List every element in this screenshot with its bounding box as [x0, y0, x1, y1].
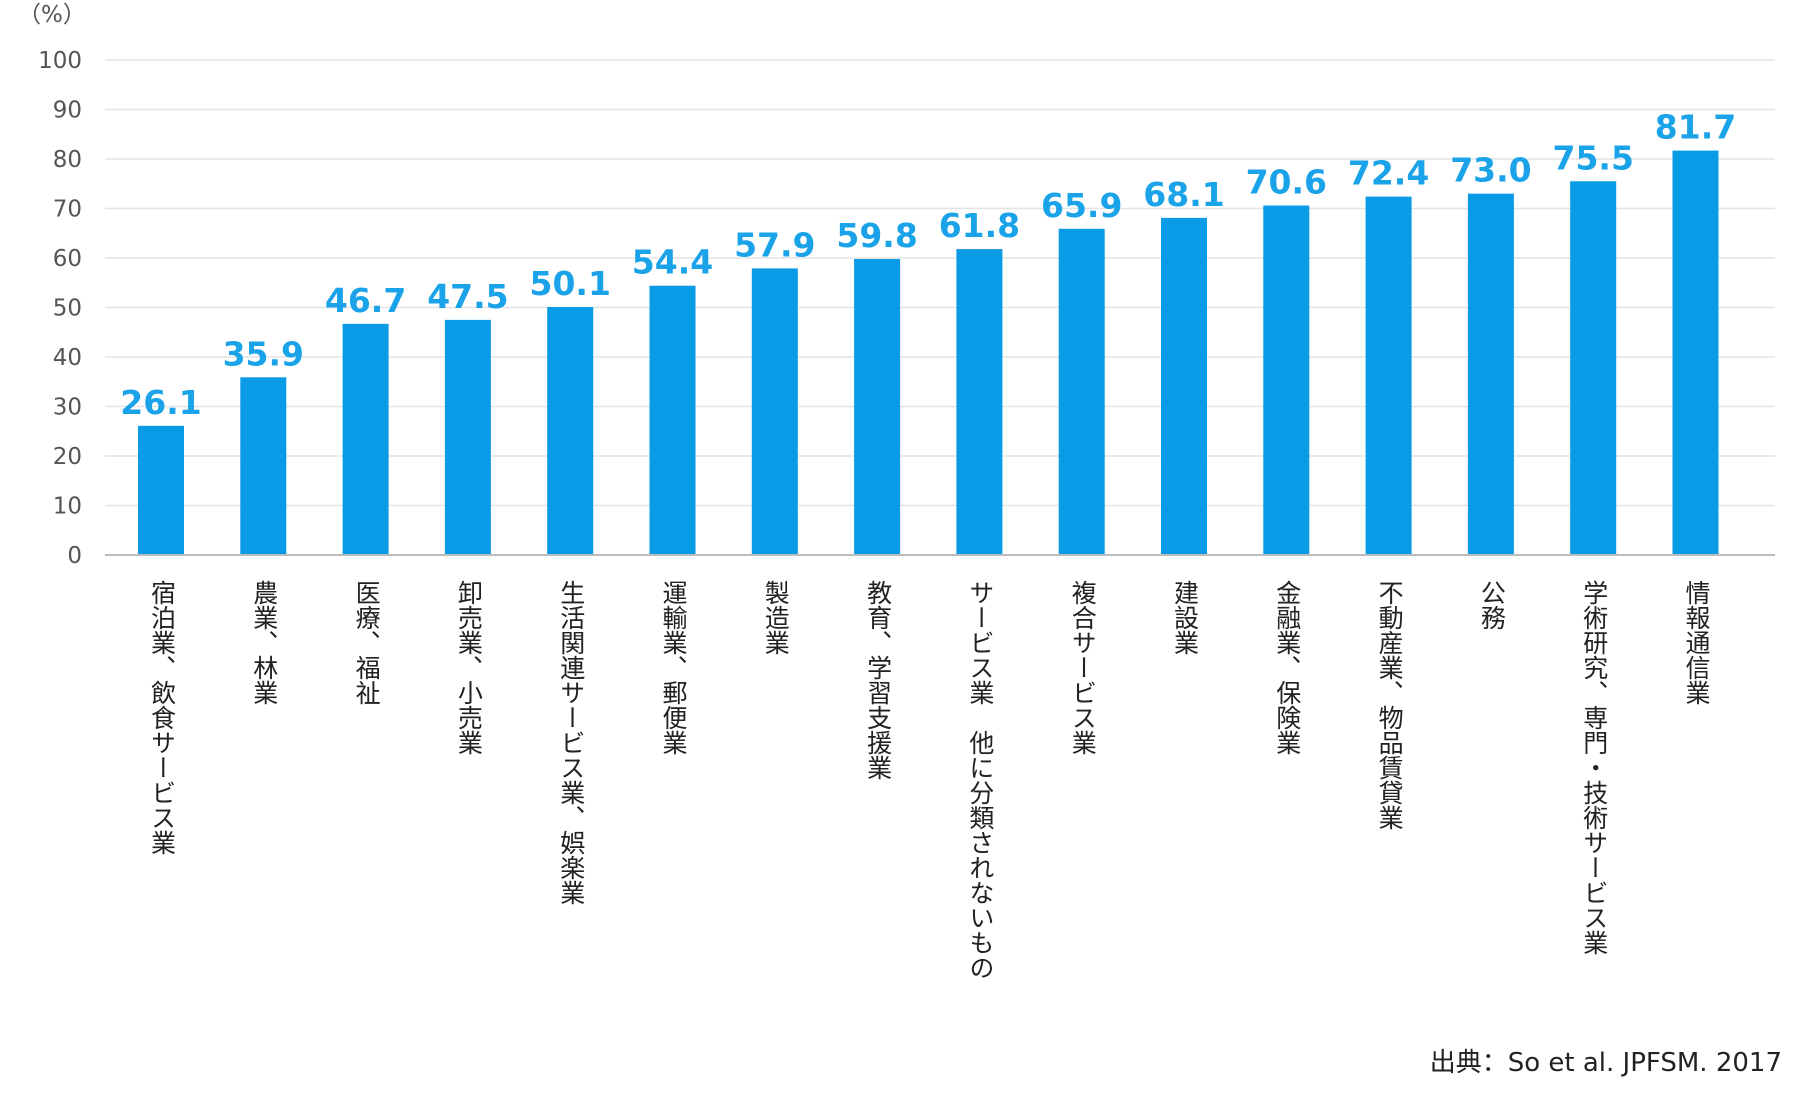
y-tick-label: 30 — [53, 395, 82, 421]
y-tick-label: 0 — [67, 543, 82, 569]
y-axis-unit-label: （%） — [18, 2, 86, 28]
y-tick-label: 10 — [53, 494, 82, 520]
category-label: 建設業 — [1171, 580, 1200, 655]
category-label: 教育、学習支援業 — [864, 580, 893, 780]
value-labels: 26.1 35.9 46.7 47.5 50.1 54.4 57.9 59.8 61.8 65.9… — [120, 108, 1736, 422]
y-tick-label: 40 — [53, 345, 82, 371]
category-label: 複合サービス業 — [1068, 580, 1097, 755]
category-label: 農業、林業 — [250, 580, 279, 705]
category-labels: 宿泊業、飲食サービス業 農業、林業 医療、福祉 卸売業、小売業 生活関連サービス業、娯楽… — [148, 580, 1712, 980]
y-tick-label: 100 — [38, 48, 82, 74]
bar — [240, 377, 287, 555]
bar-value-label: 65.9 — [1041, 186, 1122, 225]
bar — [751, 268, 798, 555]
bar-value-label: 68.1 — [1143, 175, 1224, 214]
bar-value-label: 26.1 — [120, 383, 201, 422]
bar-value-label: 75.5 — [1552, 138, 1633, 177]
y-tick-label: 60 — [53, 246, 82, 272]
category-label: 卸売業、小売業 — [454, 580, 483, 755]
bar — [1365, 196, 1412, 555]
category-label: 生活関連サービス業、娯楽業 — [557, 580, 586, 905]
category-label: 不動産業、物品賃貸業 — [1375, 580, 1404, 830]
bar — [547, 307, 594, 555]
bar — [1058, 228, 1105, 556]
category-label: 宿泊業、飲食サービス業 — [148, 580, 177, 855]
bar — [1161, 217, 1207, 555]
y-tick-label: 80 — [53, 147, 82, 173]
category-label: 運輸業、郵便業 — [659, 580, 688, 755]
bar — [138, 425, 184, 555]
bar-value-label: 59.8 — [836, 216, 917, 255]
y-axis-ticks: 0 10 20 30 40 50 60 70 80 90 100 — [38, 48, 82, 569]
category-label: 情報通信業 — [1682, 580, 1711, 705]
category-label: 医療、福祉 — [352, 580, 381, 705]
bar-value-label: 70.6 — [1246, 163, 1327, 202]
bar — [444, 319, 491, 555]
bars — [138, 150, 1719, 556]
source-caption: 出典：So et al. JPFSM. 2017 — [1429, 1048, 1782, 1078]
bar-value-label: 50.1 — [529, 264, 610, 303]
bar-value-label: 46.7 — [325, 281, 406, 320]
bar-value-label: 72.4 — [1348, 154, 1429, 193]
y-tick-label: 50 — [53, 296, 82, 322]
bar-value-label: 35.9 — [223, 334, 304, 373]
bar — [1570, 181, 1617, 555]
bar — [854, 258, 901, 555]
bar — [1672, 150, 1719, 555]
category-label: 公務 — [1477, 580, 1506, 630]
bar — [956, 249, 1003, 555]
y-tick-label: 90 — [53, 98, 82, 124]
category-label: サービス業 他に分類されないもの — [966, 580, 995, 980]
bar-value-label: 81.7 — [1655, 108, 1736, 147]
bar-value-label: 47.5 — [427, 277, 508, 316]
bar-value-label: 54.4 — [632, 243, 713, 282]
bar-value-label: 73.0 — [1450, 151, 1531, 190]
bar — [649, 285, 696, 555]
category-label: 金融業、保険業 — [1273, 580, 1302, 755]
y-tick-label: 70 — [53, 197, 82, 223]
category-label: 学術研究、専門・技術サービス業 — [1580, 580, 1609, 955]
bar-value-label: 57.9 — [734, 225, 815, 264]
category-label: 製造業 — [761, 580, 790, 655]
bar — [1467, 193, 1514, 555]
bar-value-label: 61.8 — [939, 206, 1020, 245]
bar — [1263, 205, 1310, 555]
y-tick-label: 20 — [53, 444, 82, 470]
bar — [342, 323, 389, 555]
